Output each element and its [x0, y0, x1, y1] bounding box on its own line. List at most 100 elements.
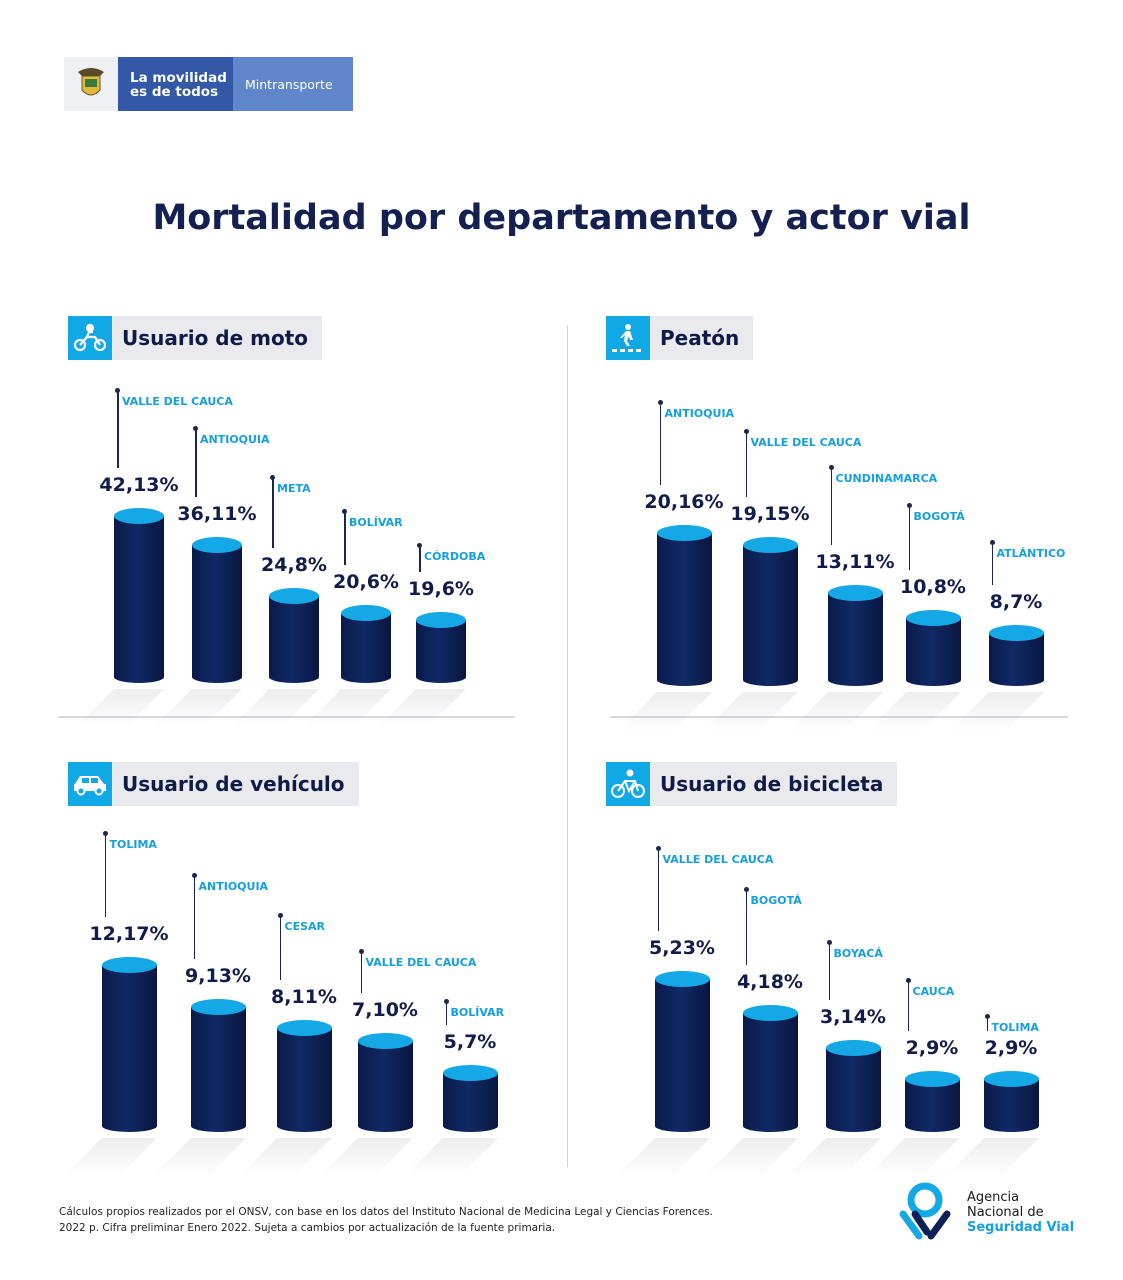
bar-cap [742, 1005, 798, 1021]
category-label: BOYACÁ [833, 947, 883, 960]
value-label: 13,11% [815, 551, 895, 573]
category-label: CÓRDOBA [424, 550, 486, 563]
bar-cap [190, 999, 246, 1015]
bar-cap [983, 1071, 1039, 1087]
bar [742, 1013, 798, 1132]
value-label: 9,13% [185, 965, 251, 987]
bar-cap [357, 1033, 413, 1049]
bar [357, 1041, 413, 1132]
label-pointer [829, 465, 833, 545]
category-label: CUNDINAMARCA [835, 472, 938, 485]
bar-cap [442, 1065, 498, 1081]
label-pointer [744, 887, 748, 965]
ansv-logo: Agencia Nacional de Seguridad Vial [893, 1180, 1074, 1244]
category-label: TOLIMA [109, 838, 157, 851]
bar-shadow [785, 1138, 881, 1178]
bar-shadow [702, 1138, 798, 1178]
label-pointer [907, 503, 911, 570]
category-label: BOGOTÁ [913, 510, 965, 523]
mintransporte-logo: La movilidad es de todos Mintransporte [64, 57, 353, 111]
bar-cap [276, 1020, 332, 1036]
value-label: 24,8% [261, 554, 327, 576]
vertical-divider [567, 325, 568, 1167]
bar-cap [101, 957, 157, 973]
category-label: BOLÍVAR [349, 516, 403, 529]
bar-cap [656, 525, 712, 541]
bar [983, 1079, 1039, 1132]
value-label: 3,14% [820, 1006, 886, 1028]
bar-cap [416, 612, 466, 628]
footnote: Cálculos propios realizados por el ONSV,… [59, 1204, 713, 1236]
bar-shadow [614, 1138, 710, 1178]
bar-shadow [317, 1138, 413, 1178]
bar-shadow [865, 692, 961, 732]
value-label: 4,18% [737, 971, 803, 993]
category-label: CAUCA [912, 985, 955, 998]
value-label: 36,11% [177, 503, 257, 525]
bar [442, 1073, 498, 1132]
panel-title: Usuario de moto [122, 326, 309, 350]
category-label: BOGOTÁ [750, 894, 802, 907]
value-label: 2,9% [984, 1037, 1038, 1059]
category-label: ANTIOQUIA [664, 407, 735, 420]
label-pointer [359, 949, 363, 993]
label-pointer [192, 873, 196, 959]
bar [827, 593, 883, 686]
page-title: Mortalidad por departamento y actor vial [152, 198, 971, 238]
bar-shadow [152, 689, 242, 729]
bar [190, 1007, 246, 1132]
category-label: VALLE DEL CAUCA [662, 853, 774, 866]
bar-cap [269, 588, 319, 604]
panel-title: Usuario de bicicleta [660, 772, 884, 796]
agency-line-3: Seguridad Vial [967, 1219, 1075, 1235]
footnote-line-2: 2022 p. Cifra preliminar Enero 2022. Suj… [59, 1222, 556, 1234]
label-pointer [827, 940, 831, 1000]
pedestrian-crossing-icon [606, 316, 650, 360]
bar-shadow [943, 1138, 1039, 1178]
category-label: TOLIMA [991, 1021, 1039, 1034]
panel-header-vehiculo: Usuario de vehículo [68, 762, 359, 806]
panel-title: Usuario de vehículo [122, 772, 345, 796]
category-label: ANTIOQUIA [200, 433, 270, 446]
bar [656, 533, 712, 686]
bar [192, 545, 242, 683]
value-label: 20,16% [644, 491, 724, 513]
ansv-logo-icon [899, 1182, 951, 1240]
bar [654, 979, 710, 1132]
value-label: 8,7% [989, 591, 1043, 613]
label-pointer [656, 846, 660, 931]
panel-title: Peatón [660, 326, 740, 350]
value-label: 5,7% [443, 1031, 497, 1053]
value-label: 2,9% [905, 1037, 959, 1059]
bar-shadow [301, 689, 391, 729]
bar-shadow [74, 689, 164, 729]
category-label: VALLE DEL CAUCA [750, 436, 862, 449]
horizontal-divider-left [58, 716, 515, 718]
panel-header-bicicleta: Usuario de bicicleta [606, 762, 898, 806]
value-label: 7,10% [352, 999, 418, 1021]
agency-line-2: Nacional de [967, 1204, 1044, 1220]
value-label: 20,6% [333, 571, 399, 593]
bar-shadow [236, 1138, 332, 1178]
bar [276, 1028, 332, 1132]
footnote-line-1: Cálculos propios realizados por el ONSV,… [59, 1206, 713, 1218]
bar-shadow [864, 1138, 960, 1178]
bar [905, 618, 961, 686]
bar-cap [654, 971, 710, 987]
bar-cap [905, 610, 961, 626]
bar [114, 516, 164, 683]
value-label: 10,8% [900, 576, 966, 598]
label-pointer [906, 978, 910, 1031]
bar-cap [988, 625, 1044, 641]
bar [101, 965, 157, 1132]
bar-cap [825, 1040, 881, 1056]
bar-shadow [948, 692, 1044, 732]
logo-line-1: La movilidad [130, 70, 227, 86]
bar-shadow [702, 692, 798, 732]
label-pointer [985, 1014, 989, 1031]
bar-shadow [787, 692, 883, 732]
value-label: 42,13% [99, 474, 179, 496]
bicycle-icon [606, 762, 650, 806]
horizontal-divider-right [610, 716, 1068, 718]
label-pointer [658, 400, 662, 485]
